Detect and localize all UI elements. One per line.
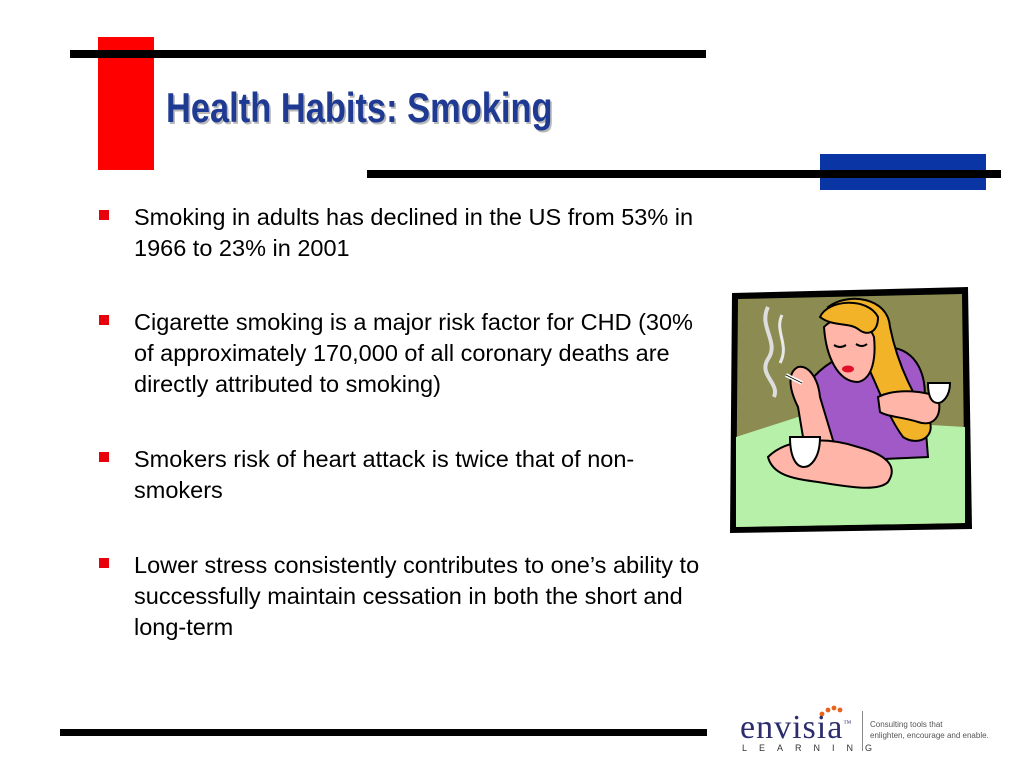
logo-tagline: Consulting tools that enlighten, encoura… [870,719,1000,741]
top-rule [70,50,706,58]
bullet-list: Smoking in adults has declined in the US… [96,202,716,643]
logo-wordmark: envisia™ [740,709,852,747]
bullet-text: Cigarette smoking is a major risk factor… [134,309,693,397]
bullet-item: Cigarette smoking is a major risk factor… [96,307,716,400]
bullet-item: Smoking in adults has declined in the US… [96,202,716,264]
logo-dots-icon [819,705,843,717]
bullet-item: Smokers risk of heart attack is twice th… [96,444,716,506]
logo-divider [862,711,863,751]
red-accent-block [98,37,154,170]
slide-title: Health Habits: Smoking [166,84,553,131]
bullet-square-icon [99,315,109,325]
bullet-square-icon [99,558,109,568]
bullet-text: Smoking in adults has declined in the US… [134,204,694,261]
logo-trademark: ™ [843,718,853,728]
bullet-square-icon [99,210,109,220]
bullet-text: Lower stress consistently contributes to… [134,552,700,640]
bullet-text: Smokers risk of heart attack is twice th… [134,446,635,503]
bullet-square-icon [99,452,109,462]
woman-smoking-clipart [730,287,972,533]
title-underline-rule [367,170,1001,178]
logo-name: envisia [740,709,844,746]
bullet-item: Lower stress consistently contributes to… [96,550,716,643]
envisia-logo: envisia™ LEARNING Consulting tools that … [740,705,1000,755]
logo-tagline-line: Consulting tools that [870,720,943,729]
bottom-rule [60,729,707,736]
logo-tagline-line: enlighten, encourage and enable. [870,731,989,740]
logo-subtext: LEARNING [742,743,885,753]
